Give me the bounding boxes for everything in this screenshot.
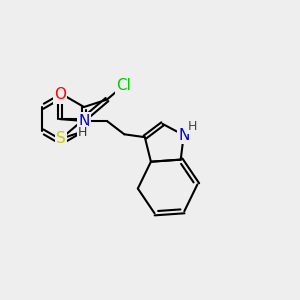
Text: N: N (178, 128, 189, 142)
Text: H: H (188, 120, 197, 134)
Text: H: H (78, 126, 88, 139)
Text: S: S (56, 131, 66, 146)
Text: O: O (54, 87, 66, 102)
Text: N: N (78, 113, 90, 128)
Text: Cl: Cl (116, 78, 131, 93)
